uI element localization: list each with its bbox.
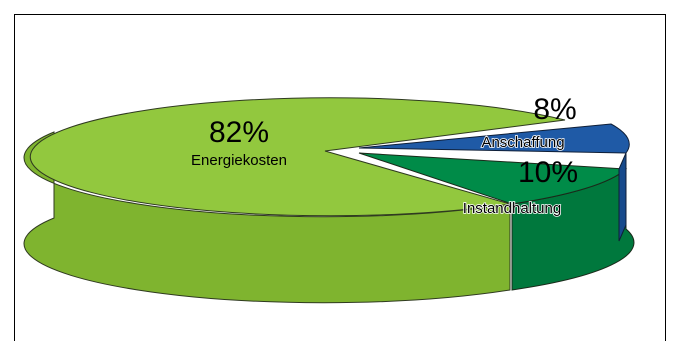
energiekosten-top — [29, 97, 566, 217]
pie-slice-anschaffung — [358, 123, 630, 242]
instandhaltung-name-label: Instandhaltung — [463, 200, 561, 217]
pie-slice-energiekosten — [23, 97, 566, 304]
chart-frame: 82% Energiekosten 8% Anschaffung 10% Ins… — [14, 14, 666, 341]
pie-chart: 82% Energiekosten 8% Anschaffung 10% Ins… — [23, 93, 635, 304]
energiekosten-name-label: Energiekosten — [191, 152, 287, 169]
anschaffung-top — [358, 123, 630, 154]
anschaffung-side — [618, 152, 627, 242]
energiekosten-value-label: 82% — [209, 116, 269, 149]
instandhaltung-value-label: 10% — [518, 156, 578, 189]
anschaffung-name-label: Anschaffung — [481, 134, 564, 151]
anschaffung-value-label: 8% — [533, 93, 576, 126]
pie-slice-instandhaltung — [358, 152, 635, 291]
energiekosten-side — [23, 131, 511, 304]
